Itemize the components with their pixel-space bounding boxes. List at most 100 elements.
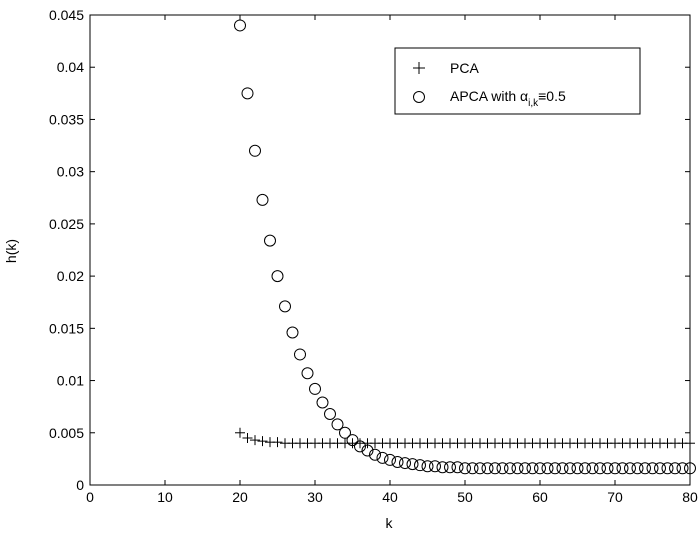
- data-point-circle: [361, 444, 374, 457]
- legend-label-pca: PCA: [450, 60, 479, 76]
- data-point-circle: [459, 462, 471, 475]
- data-point-circle: [256, 193, 269, 206]
- y-tick-label: 0.015: [49, 320, 84, 336]
- data-point-circle: [534, 462, 546, 475]
- x-tick-label: 60: [532, 489, 548, 505]
- data-point-circle: [414, 459, 426, 472]
- legend-entry-apca: APCA with αi,k≡0.5: [413, 88, 566, 109]
- data-point-circle: [549, 462, 561, 475]
- data-point-circle: [571, 462, 584, 475]
- y-tick-label: 0.025: [49, 216, 84, 232]
- legend-label-apca: APCA with αi,k≡0.5: [450, 88, 566, 109]
- data-point-circle: [466, 462, 479, 475]
- data-point-circle: [444, 461, 456, 474]
- data-point-circle: [676, 462, 689, 475]
- data-point-circle: [339, 426, 351, 439]
- x-axis-label: k: [386, 515, 394, 531]
- data-point-circle: [609, 462, 621, 475]
- y-tick-label: 0.02: [57, 268, 84, 284]
- x-tick-label: 80: [682, 489, 698, 505]
- x-tick-label: 0: [86, 489, 94, 505]
- data-point-circle: [489, 462, 501, 475]
- data-point-circle: [384, 453, 396, 466]
- x-tick-label: 70: [607, 489, 623, 505]
- data-point-circle: [399, 457, 411, 470]
- x-tick-label: 10: [157, 489, 173, 505]
- data-point-circle: [369, 448, 381, 461]
- data-point-circle: [451, 461, 464, 474]
- data-point-circle: [286, 326, 299, 339]
- data-point-plus: [235, 427, 245, 438]
- data-point-circle: [264, 234, 276, 247]
- data-point-circle: [541, 462, 554, 475]
- data-point-circle: [661, 462, 674, 475]
- data-point-circle: [241, 87, 254, 100]
- data-point-circle: [474, 462, 486, 475]
- data-point-plus: [250, 435, 260, 446]
- data-point-circle: [646, 462, 659, 475]
- x-tick-label: 40: [382, 489, 398, 505]
- data-point-plus: [272, 437, 283, 448]
- data-point-circle: [564, 462, 576, 475]
- legend-label-apca-subscript: i,k: [528, 98, 539, 109]
- data-point-plus: [257, 436, 268, 447]
- legend-box: [394, 47, 641, 115]
- series-apca: [234, 19, 696, 475]
- data-point-circle: [406, 458, 419, 471]
- legend-label-apca-suffix: ≡0.5: [538, 88, 566, 104]
- data-point-plus: [242, 433, 253, 443]
- data-point-circle: [594, 462, 606, 475]
- data-point-circle: [436, 461, 449, 474]
- data-point-circle: [519, 462, 531, 475]
- data-point-circle: [504, 462, 516, 475]
- data-point-circle: [331, 418, 344, 431]
- x-tick-label: 50: [457, 489, 473, 505]
- legend: PCA APCA with αi,k≡0.5: [394, 47, 641, 115]
- data-point-circle: [309, 382, 321, 395]
- data-point-circle: [654, 462, 666, 475]
- data-point-circle: [624, 462, 636, 475]
- data-point-circle: [279, 300, 291, 313]
- data-point-circle: [429, 460, 441, 473]
- legend-marker-circle: [413, 91, 425, 103]
- data-point-circle: [481, 462, 494, 475]
- data-point-circle: [316, 396, 329, 409]
- data-point-circle: [586, 462, 599, 475]
- data-point-circle: [376, 451, 389, 464]
- data-point-circle: [556, 462, 569, 475]
- data-point-circle: [526, 462, 539, 475]
- data-point-circle: [391, 456, 404, 469]
- data-point-circle: [616, 462, 629, 475]
- legend-label-apca-main: APCA with α: [450, 88, 528, 104]
- y-tick-label: 0.035: [49, 111, 84, 127]
- data-point-circle: [354, 440, 366, 453]
- x-tick-label: 20: [232, 489, 248, 505]
- series-pca: [235, 427, 695, 449]
- data-point-circle: [579, 462, 591, 475]
- legend-entry-pca: PCA: [413, 60, 479, 76]
- data-marks: [234, 19, 696, 475]
- y-tick-label: 0.01: [57, 373, 84, 389]
- y-tick-label: 0.045: [49, 7, 84, 23]
- y-tick-label: 0: [76, 477, 84, 493]
- data-point-circle: [631, 462, 644, 475]
- legend-marker-plus: [413, 62, 425, 74]
- data-point-circle: [249, 144, 261, 157]
- data-point-circle: [301, 367, 314, 380]
- y-tick-label: 0.04: [57, 59, 84, 75]
- data-point-circle: [639, 462, 651, 475]
- axes: 0 10 20 30 40 50 60 70 80 0 0.005 0.01 0.015 0.02 0.02…: [49, 7, 698, 505]
- data-point-circle: [511, 462, 524, 475]
- y-tick-label: 0.03: [57, 164, 84, 180]
- data-point-circle: [601, 462, 614, 475]
- x-tick-label: 30: [307, 489, 323, 505]
- data-point-circle: [421, 460, 434, 473]
- data-point-circle: [294, 348, 306, 361]
- data-point-circle: [496, 462, 509, 475]
- data-point-circle: [324, 407, 336, 420]
- data-point-circle: [669, 462, 681, 475]
- data-point-circle: [271, 270, 284, 283]
- y-axis-label: h(k): [3, 239, 19, 263]
- y-tick-label: 0.005: [49, 425, 84, 441]
